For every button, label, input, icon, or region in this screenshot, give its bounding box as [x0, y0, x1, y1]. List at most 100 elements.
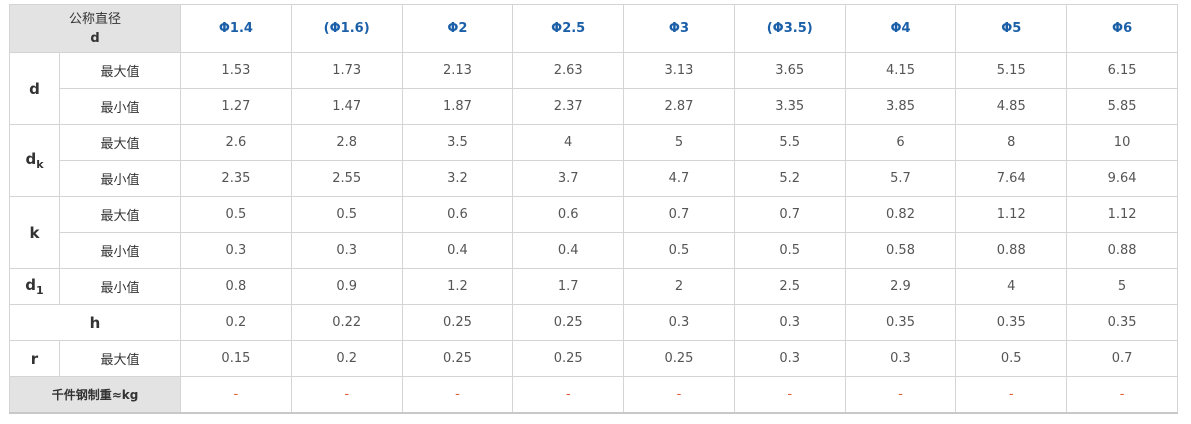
table-cell: 0.25 — [401, 304, 514, 341]
size-header: (Φ3.5) — [733, 4, 846, 53]
size-header: Φ1.4 — [180, 4, 292, 53]
size-header: (Φ1.6) — [290, 4, 403, 53]
table-cell: 5.85 — [1066, 88, 1178, 125]
table-cell: - — [401, 376, 514, 414]
table-cell: - — [1066, 376, 1178, 414]
table-cell: 2.37 — [512, 88, 625, 125]
table-cell: 0.7 — [733, 196, 846, 233]
table-cell: 2 — [623, 268, 735, 305]
size-header: Φ4 — [844, 4, 957, 53]
table-row: dk 最大值 2.6 2.8 3.5 4 5 5.5 6 8 10 — [9, 124, 1178, 197]
table-row: d 最大值 1.53 1.73 2.13 2.63 3.13 3.65 4.15… — [9, 52, 1178, 125]
table-cell: 0.3 — [733, 304, 846, 341]
row-sublabel: 最大值 — [58, 124, 182, 161]
table-cell: 0.22 — [290, 304, 403, 341]
table-cell: 5.5 — [733, 124, 846, 161]
size-header: Φ5 — [955, 4, 1068, 53]
table-cell: 0.3 — [733, 340, 846, 377]
table-row: 最小值 2.35 2.55 3.2 3.7 4.7 5.2 5.7 7.64 9… — [10, 160, 1178, 197]
table-cell: 2.6 — [180, 124, 292, 161]
table-cell: 2.63 — [512, 52, 625, 89]
table-cell: 0.7 — [1066, 340, 1178, 377]
table-cell: 0.5 — [290, 196, 403, 233]
table-cell: 3.35 — [733, 88, 846, 125]
table-cell: 0.35 — [955, 304, 1068, 341]
param-subscript: 1 — [36, 284, 44, 297]
table-cell: 4 — [955, 268, 1068, 305]
table-cell: - — [955, 376, 1068, 414]
param-k-label: k — [9, 196, 60, 269]
param-name: d — [29, 79, 40, 98]
table-cell: 0.3 — [180, 232, 292, 269]
param-r-label: r — [9, 340, 60, 377]
table-cell: 9.64 — [1066, 160, 1178, 197]
table-cell: 6.15 — [1066, 52, 1178, 89]
table-cell: 1.2 — [401, 268, 514, 305]
param-dk-label: dk — [9, 124, 60, 197]
table-cell: - — [180, 376, 292, 414]
table-cell: 5 — [1066, 268, 1178, 305]
table-cell: 0.8 — [180, 268, 292, 305]
table-cell: 7.64 — [955, 160, 1068, 197]
param-name: d — [25, 150, 37, 168]
table-cell: 3.13 — [623, 52, 735, 89]
table-cell: 3.2 — [401, 160, 514, 197]
nominal-diameter-label: 公称直径 — [69, 11, 122, 27]
table-cell: 1.73 — [290, 52, 403, 89]
table-cell: - — [844, 376, 957, 414]
table-cell: 0.9 — [290, 268, 403, 305]
param-name: h — [89, 313, 101, 332]
table-cell: 0.82 — [844, 196, 957, 233]
table-cell: 4.7 — [623, 160, 735, 197]
table-row: k 最大值 0.5 0.5 0.6 0.6 0.7 0.7 0.82 1.12 … — [9, 196, 1178, 269]
size-header: Φ2.5 — [512, 4, 625, 53]
row-sublabel: 最小值 — [58, 88, 182, 125]
table-cell: 1.7 — [512, 268, 625, 305]
table-cell: 4.85 — [955, 88, 1068, 125]
table-cell: 8 — [955, 124, 1068, 161]
table-cell: 0.3 — [290, 232, 403, 269]
table-cell: 2.87 — [623, 88, 735, 125]
param-subscript: k — [36, 158, 44, 171]
param-name: r — [30, 349, 39, 368]
table-cell: 0.5 — [180, 196, 292, 233]
table-cell: 0.3 — [844, 340, 957, 377]
row-sublabel: 最大值 — [58, 196, 182, 233]
table-cell: 5.7 — [844, 160, 957, 197]
table-cell: 0.3 — [623, 304, 735, 341]
table-cell: 2.55 — [290, 160, 403, 197]
table-row: 千件钢制重≈kg - - - - - - - - - — [8, 376, 1178, 414]
param-name: k — [29, 223, 40, 242]
table-cell: 0.5 — [623, 232, 735, 269]
table-cell: 3.7 — [512, 160, 625, 197]
table-cell: 5.15 — [955, 52, 1068, 89]
size-header: Φ2 — [401, 4, 514, 53]
param-d-label: d — [9, 52, 60, 125]
table-cell: 0.58 — [844, 232, 957, 269]
table-cell: - — [512, 376, 625, 414]
table-cell: 0.7 — [623, 196, 735, 233]
table-cell: 0.35 — [1066, 304, 1178, 341]
table-cell: 5 — [623, 124, 735, 161]
row-sublabel: 最小值 — [58, 232, 182, 269]
table-cell: 0.6 — [401, 196, 514, 233]
table-cell: 5.2 — [733, 160, 846, 197]
table-cell: 1.53 — [180, 52, 292, 89]
table-row: 最小值 0.3 0.3 0.4 0.4 0.5 0.5 0.58 0.88 0.… — [10, 232, 1178, 269]
table-cell: 0.2 — [180, 304, 292, 341]
table-cell: 0.25 — [401, 340, 514, 377]
table-cell: 0.35 — [844, 304, 957, 341]
table-cell: 2.9 — [844, 268, 957, 305]
row-sublabel: 最小值 — [58, 160, 182, 197]
table-row: 最小值 1.27 1.47 1.87 2.37 2.87 3.35 3.85 4… — [10, 88, 1178, 125]
table-cell: 0.2 — [290, 340, 403, 377]
table-cell: 4.15 — [844, 52, 957, 89]
row-sublabel: 最小值 — [58, 268, 182, 305]
table-cell: 0.4 — [512, 232, 625, 269]
table-cell: 0.5 — [955, 340, 1068, 377]
table-cell: 2.35 — [180, 160, 292, 197]
table-cell: - — [623, 376, 735, 414]
nominal-diameter-symbol: d — [90, 30, 100, 46]
table-cell: - — [733, 376, 846, 414]
table-cell: 0.25 — [623, 340, 735, 377]
